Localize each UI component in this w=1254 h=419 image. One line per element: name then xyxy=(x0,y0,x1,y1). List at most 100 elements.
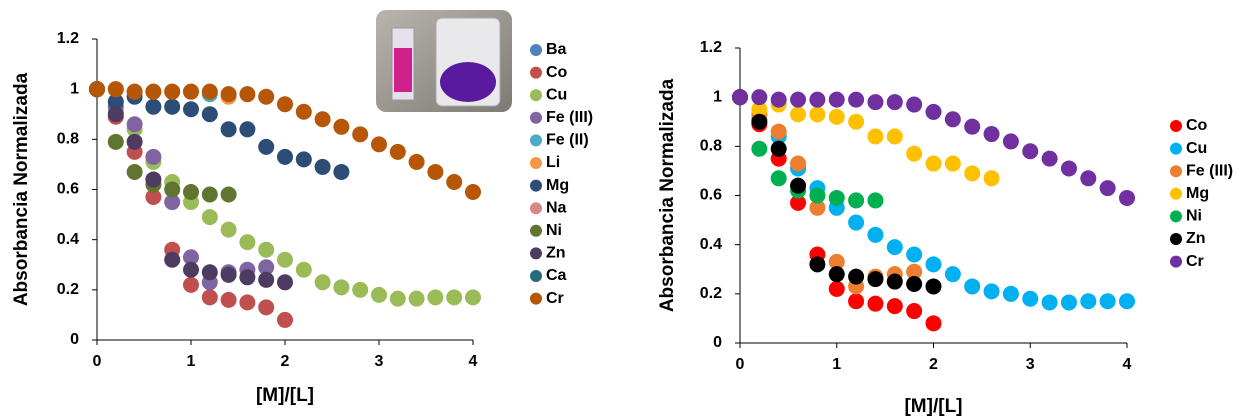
point xyxy=(925,278,942,295)
point xyxy=(89,81,105,98)
x-axis-title: [M]/[L] xyxy=(256,385,314,406)
point xyxy=(164,181,181,198)
point xyxy=(258,299,275,316)
point xyxy=(906,303,923,320)
point xyxy=(1022,290,1039,307)
point xyxy=(751,101,768,118)
point xyxy=(389,290,406,307)
point xyxy=(427,289,444,306)
point xyxy=(1060,160,1077,177)
point xyxy=(258,138,275,155)
point xyxy=(828,266,845,283)
x-tick-label: 4 xyxy=(469,353,478,370)
x-tick-label: 1 xyxy=(832,356,841,373)
point xyxy=(848,192,865,209)
point xyxy=(964,165,981,182)
y-tick-label: 1 xyxy=(70,80,79,97)
point xyxy=(107,81,124,98)
point xyxy=(107,106,124,123)
point xyxy=(867,192,884,209)
legend-label: Zn xyxy=(546,245,566,262)
point xyxy=(220,86,237,103)
point xyxy=(371,286,387,303)
point xyxy=(164,98,181,115)
point xyxy=(848,113,865,130)
legend-label: Cu xyxy=(546,86,567,103)
point xyxy=(751,89,768,106)
point xyxy=(867,226,884,243)
point xyxy=(848,91,865,108)
point xyxy=(277,96,293,113)
point xyxy=(964,118,981,135)
point xyxy=(164,251,181,268)
point xyxy=(790,177,807,194)
point xyxy=(220,266,237,283)
point xyxy=(295,261,312,278)
point xyxy=(389,143,406,160)
legend-marker xyxy=(1170,120,1182,132)
legend-label: Ba xyxy=(546,41,567,58)
point xyxy=(1119,293,1135,310)
y-tick-label: 0.8 xyxy=(700,138,722,155)
vial-liquid xyxy=(440,62,496,102)
point xyxy=(295,151,312,168)
legend-label: Fe (III) xyxy=(1186,162,1233,179)
point xyxy=(925,315,942,332)
legend-marker xyxy=(530,89,542,102)
point xyxy=(201,83,218,100)
point xyxy=(239,121,256,138)
legend-label: Li xyxy=(546,154,560,171)
point xyxy=(277,274,293,291)
point xyxy=(809,106,826,123)
legend-marker xyxy=(530,44,542,56)
point xyxy=(1080,293,1097,310)
point xyxy=(352,126,369,143)
point xyxy=(145,83,162,100)
point xyxy=(1002,285,1019,302)
x-tick-label: 3 xyxy=(375,353,384,370)
y-tick-label: 0.4 xyxy=(57,231,79,248)
point xyxy=(790,194,807,211)
point xyxy=(201,106,218,123)
point xyxy=(944,266,961,283)
point xyxy=(183,184,199,201)
point xyxy=(164,194,181,211)
point xyxy=(258,271,275,288)
point xyxy=(848,214,865,231)
point xyxy=(848,268,865,285)
legend-label: Co xyxy=(546,64,568,81)
point xyxy=(183,101,199,118)
point xyxy=(867,271,884,288)
point xyxy=(164,83,181,100)
point xyxy=(828,189,845,206)
legend-marker xyxy=(530,224,542,237)
legend-marker xyxy=(530,66,542,79)
point xyxy=(183,249,199,266)
legend-label: Zn xyxy=(1186,230,1206,247)
point xyxy=(770,170,787,187)
point xyxy=(906,276,923,292)
x-axis-title: [M]/[L] xyxy=(904,396,962,417)
point xyxy=(964,278,981,295)
point xyxy=(1099,180,1116,197)
point xyxy=(277,251,293,268)
point xyxy=(408,153,425,170)
point xyxy=(201,289,218,306)
y-axis-title: Absorbancia Normalizada xyxy=(657,78,678,312)
y-tick-label: 0 xyxy=(70,331,79,348)
point xyxy=(295,103,312,120)
point xyxy=(886,128,903,145)
legend-label: Mg xyxy=(1186,185,1209,202)
point xyxy=(906,263,923,280)
point xyxy=(126,163,143,180)
point xyxy=(751,140,768,157)
legend-label: Na xyxy=(546,199,567,216)
point xyxy=(944,111,961,128)
legend-label: Cr xyxy=(1186,253,1204,270)
cuvette-liquid xyxy=(394,48,412,92)
y-axis-title: Absorbancia Normalizada xyxy=(11,72,32,306)
point xyxy=(201,209,218,226)
legend-label: Fe (III) xyxy=(546,109,593,126)
point xyxy=(848,293,865,310)
